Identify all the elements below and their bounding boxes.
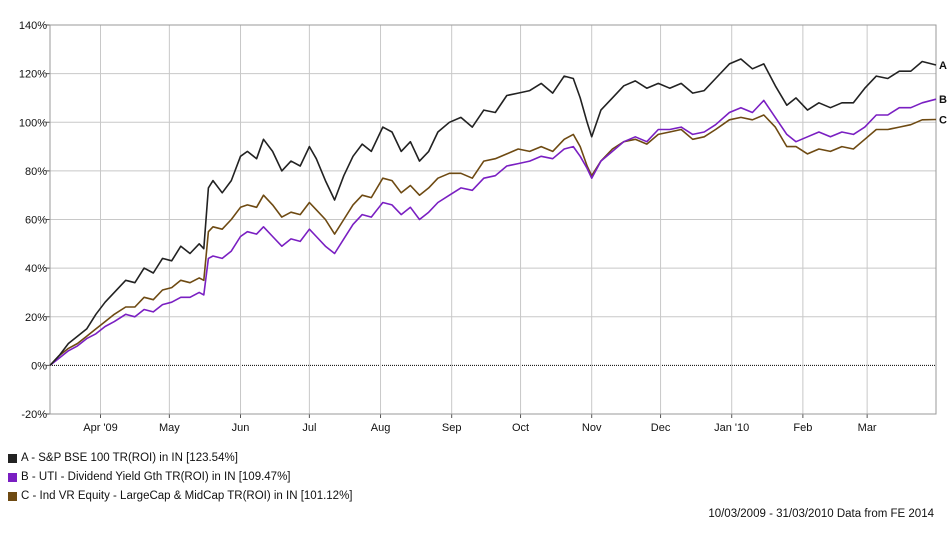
legend-item-b: B - UTI - Dividend Yield Gth TR(ROI) in … [8,468,353,487]
legend-swatch-a [8,454,17,463]
legend-label-c: C - Ind VR Equity - LargeCap & MidCap TR… [21,490,353,502]
x-tick-label: Sep [442,422,462,434]
series-end-label-a: A [939,60,947,72]
performance-chart: -20% 0% 20% 40% 60% 80% 100% 120% 140% Apr '09 May… [19,20,947,434]
legend-swatch-c [8,492,17,501]
plot-border [49,24,937,415]
x-tick-label: Nov [582,422,602,434]
x-tick-label: Oct [512,422,529,434]
legend-item-c: C - Ind VR Equity - LargeCap & MidCap TR… [8,487,353,506]
y-tick-label: 100% [19,117,47,129]
y-tick-label: 120% [19,69,47,81]
x-tick-label: Dec [651,422,671,434]
legend-item-a: A - S&P BSE 100 TR(ROI) in IN [123.54%] [8,449,353,468]
y-tick-label: 80% [25,166,47,178]
series-line-b [49,98,937,367]
chart-legend: A - S&P BSE 100 TR(ROI) in IN [123.54%] … [8,449,353,506]
series-line-a [49,58,937,366]
legend-label-b: B - UTI - Dividend Yield Gth TR(ROI) in … [21,471,291,483]
data-source-footer: 10/03/2009 - 31/03/2010 Data from FE 201… [708,508,934,520]
x-tick-label: Feb [793,422,812,434]
series-end-label-b: B [939,94,947,106]
x-tick-label: Jun [232,422,250,434]
legend-label-a: A - S&P BSE 100 TR(ROI) in IN [123.54%] [21,452,238,464]
y-tick-label: 140% [19,20,47,32]
series-end-label-c: C [939,115,947,127]
x-tick-label: Jan '10 [714,422,749,434]
y-tick-label: 0% [31,360,47,372]
series-line-c [49,114,937,366]
y-tick-label: -20% [21,409,47,421]
y-tick-label: 20% [25,312,47,324]
y-tick-label: 60% [25,215,47,227]
x-tick-label: Aug [371,422,391,434]
x-tick-label: May [159,422,180,434]
x-tick-label: Mar [858,422,877,434]
y-tick-label: 40% [25,263,47,275]
x-tick-label: Apr '09 [83,422,118,434]
legend-swatch-b [8,473,17,482]
x-tick-label: Jul [302,422,316,434]
